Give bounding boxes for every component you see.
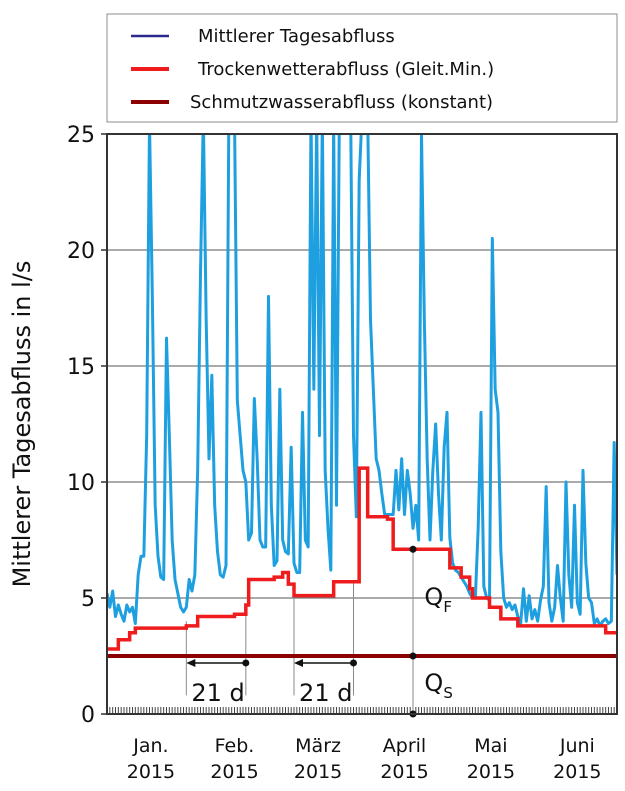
legend-label: Mittlerer Tagesabfluss	[198, 26, 395, 47]
marker-dot	[409, 545, 417, 553]
guide-lines	[185, 549, 414, 714]
x-year-label: 2015	[210, 761, 258, 783]
q-label-f: Q	[424, 583, 443, 611]
annotations: 21 d 21 dQ FQ S	[186, 545, 453, 718]
y-axis-ticks: 0 5 10 15 20 25	[67, 123, 107, 728]
x-year-label: 2015	[127, 761, 175, 783]
x-year-label: 2015	[294, 761, 342, 783]
span-arrow-head	[186, 658, 196, 667]
legend-box	[106, 13, 618, 123]
x-axis-ticks	[106, 707, 618, 714]
series-lines	[107, 134, 617, 658]
y-tick-label: 0	[81, 703, 95, 728]
q-label-s: Q	[424, 669, 443, 697]
legend-label: Schmutzwasserabfluss (konstant)	[190, 92, 493, 113]
x-year-label: 2015	[467, 761, 515, 783]
q-label-sub: F	[443, 598, 452, 616]
y-tick-label: 20	[67, 239, 95, 264]
series-trockenwetterabfluss	[107, 466, 617, 651]
y-axis-title: Mittlerer Tagesabfluss in l/s	[8, 261, 36, 588]
x-month-label: Jan.	[132, 735, 168, 757]
y-tick-label: 25	[67, 123, 95, 148]
x-month-label: Juni	[559, 735, 595, 757]
span-label: 21 d	[191, 679, 244, 707]
x-axis-month-labels: Jan. 2015 Feb. 2015 März 2015 April 2015 Mai 2015…	[127, 735, 602, 783]
x-month-label: März	[295, 735, 341, 757]
x-month-label: Feb.	[215, 735, 255, 757]
y-tick-label: 5	[81, 587, 95, 612]
x-year-label: 2015	[380, 761, 428, 783]
y-tick-label: 15	[67, 355, 95, 380]
y-tick-label: 10	[67, 471, 95, 496]
gridlines	[107, 249, 617, 599]
x-month-label: Mai	[474, 735, 507, 757]
plot-frame	[106, 133, 618, 715]
x-year-label: 2015	[553, 761, 601, 783]
series-tagesabfluss	[107, 134, 617, 628]
x-month-label: April	[383, 735, 426, 757]
marker-dot	[409, 652, 417, 660]
q-label-sub: S	[443, 684, 453, 702]
legend: Mittlerer Tagesabfluss Trockenwetterabflu…	[131, 26, 494, 113]
span-arrow-head	[294, 658, 303, 667]
legend-label: Trockenwetterabfluss (Gleit.Min.)	[197, 59, 494, 80]
span-label: 21 d	[299, 679, 352, 707]
x-day-ticks	[106, 707, 618, 714]
